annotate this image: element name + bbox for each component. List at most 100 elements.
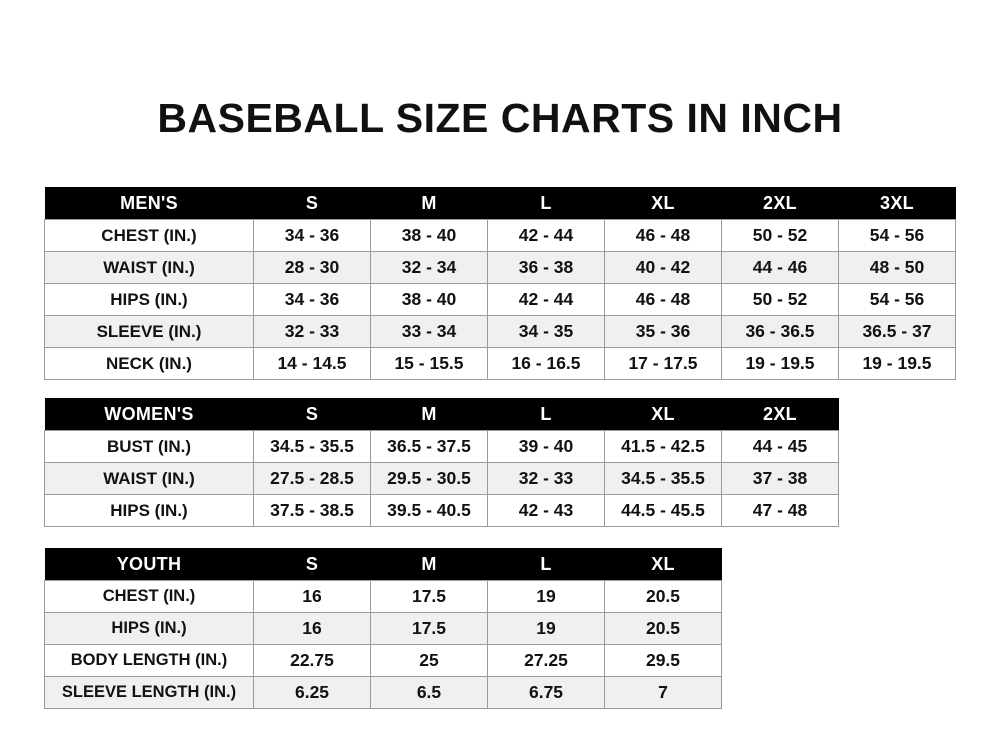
youth-measurement-cell: 19 (487, 612, 605, 645)
men-row-label: SLEEVE (IN.) (44, 315, 254, 348)
men-measurement-cell: 28 - 30 (253, 251, 371, 284)
men-measurement-cell: 38 - 40 (370, 219, 488, 252)
men-measurement-cell: 34 - 36 (253, 219, 371, 252)
men-size-header-l: L (487, 187, 605, 220)
youth-measurement-cell: 6.75 (487, 676, 605, 709)
men-measurement-cell: 50 - 52 (721, 283, 839, 316)
men-measurement-cell: 36 - 36.5 (721, 315, 839, 348)
youth-measurement-cell: 25 (370, 644, 488, 677)
table-row: HIPS (IN.) 37.5 - 38.5 39.5 - 40.5 42 - 43 4… (44, 494, 839, 527)
men-measurement-cell: 36 - 38 (487, 251, 605, 284)
mens-table-body: CHEST (IN.) 34 - 36 38 - 40 42 - 44 46 - 48 5… (44, 219, 956, 380)
men-measurement-cell: 50 - 52 (721, 219, 839, 252)
men-header-row: MEN'S S M L XL 2XL 3XL (44, 187, 956, 220)
youth-category-header: YOUTH (44, 548, 254, 581)
men-measurement-cell: 17 - 17.5 (604, 347, 722, 380)
womens-table-header: WOMEN'S S M L XL 2XL (44, 398, 839, 431)
youth-size-header-l: L (487, 548, 605, 581)
women-measurement-cell: 37 - 38 (721, 462, 839, 495)
mens-size-table: MEN'S S M L XL 2XL 3XL CHEST (IN.) 34 - 36 38 - … (44, 187, 956, 380)
women-row-label: BUST (IN.) (44, 430, 254, 463)
men-size-header-2xl: 2XL (721, 187, 839, 220)
womens-size-table: WOMEN'S S M L XL 2XL BUST (IN.) 34.5 - 35.5 36.… (44, 398, 839, 527)
men-measurement-cell: 42 - 44 (487, 283, 605, 316)
page-title: BASEBALL SIZE CHARTS IN INCH (157, 95, 843, 142)
men-measurement-cell: 34 - 35 (487, 315, 605, 348)
men-measurement-cell: 19 - 19.5 (721, 347, 839, 380)
men-measurement-cell: 19 - 19.5 (838, 347, 956, 380)
men-category-header: MEN'S (44, 187, 254, 220)
men-measurement-cell: 46 - 48 (604, 219, 722, 252)
men-row-label: HIPS (IN.) (44, 283, 254, 316)
men-row-label: NECK (IN.) (44, 347, 254, 380)
men-measurement-cell: 54 - 56 (838, 283, 956, 316)
youth-measurement-cell: 27.25 (487, 644, 605, 677)
men-size-header-3xl: 3XL (838, 187, 956, 220)
youth-measurement-cell: 22.75 (253, 644, 371, 677)
womens-table-body: BUST (IN.) 34.5 - 35.5 36.5 - 37.5 39 - 40 4… (44, 430, 839, 527)
women-size-header-l: L (487, 398, 605, 431)
youth-size-header-xl: XL (604, 548, 722, 581)
men-measurement-cell: 40 - 42 (604, 251, 722, 284)
women-measurement-cell: 32 - 33 (487, 462, 605, 495)
women-size-header-2xl: 2XL (721, 398, 839, 431)
women-measurement-cell: 34.5 - 35.5 (253, 430, 371, 463)
table-row: NECK (IN.) 14 - 14.5 15 - 15.5 16 - 16.5 17 … (44, 347, 956, 380)
youth-measurement-cell: 20.5 (604, 612, 722, 645)
youth-row-label: SLEEVE LENGTH (IN.) (44, 676, 254, 709)
men-measurement-cell: 33 - 34 (370, 315, 488, 348)
women-size-header-s: S (253, 398, 371, 431)
youth-table-body: CHEST (IN.) 16 17.5 19 20.5 HIPS (IN.) 16 17.5 1… (44, 580, 722, 709)
youth-measurement-cell: 19 (487, 580, 605, 613)
men-measurement-cell: 36.5 - 37 (838, 315, 956, 348)
women-row-label: WAIST (IN.) (44, 462, 254, 495)
men-measurement-cell: 54 - 56 (838, 219, 956, 252)
youth-measurement-cell: 6.25 (253, 676, 371, 709)
youth-measurement-cell: 6.5 (370, 676, 488, 709)
men-measurement-cell: 16 - 16.5 (487, 347, 605, 380)
youth-table-header: YOUTH S M L XL (44, 548, 722, 581)
women-measurement-cell: 29.5 - 30.5 (370, 462, 488, 495)
men-row-label: WAIST (IN.) (44, 251, 254, 284)
men-measurement-cell: 34 - 36 (253, 283, 371, 316)
men-measurement-cell: 32 - 33 (253, 315, 371, 348)
men-measurement-cell: 48 - 50 (838, 251, 956, 284)
youth-row-label: HIPS (IN.) (44, 612, 254, 645)
women-size-header-m: M (370, 398, 488, 431)
youth-header-row: YOUTH S M L XL (44, 548, 722, 581)
youth-measurement-cell: 17.5 (370, 580, 488, 613)
table-row: WAIST (IN.) 28 - 30 32 - 34 36 - 38 40 - 42 4… (44, 251, 956, 284)
men-measurement-cell: 35 - 36 (604, 315, 722, 348)
women-category-header: WOMEN'S (44, 398, 254, 431)
table-row: HIPS (IN.) 34 - 36 38 - 40 42 - 44 46 - 48 50… (44, 283, 956, 316)
youth-measurement-cell: 20.5 (604, 580, 722, 613)
women-measurement-cell: 44 - 45 (721, 430, 839, 463)
men-measurement-cell: 42 - 44 (487, 219, 605, 252)
men-measurement-cell: 44 - 46 (721, 251, 839, 284)
women-measurement-cell: 34.5 - 35.5 (604, 462, 722, 495)
women-measurement-cell: 44.5 - 45.5 (604, 494, 722, 527)
youth-measurement-cell: 16 (253, 580, 371, 613)
men-size-header-m: M (370, 187, 488, 220)
women-row-label: HIPS (IN.) (44, 494, 254, 527)
mens-table-header: MEN'S S M L XL 2XL 3XL (44, 187, 956, 220)
women-measurement-cell: 27.5 - 28.5 (253, 462, 371, 495)
women-measurement-cell: 42 - 43 (487, 494, 605, 527)
women-measurement-cell: 39 - 40 (487, 430, 605, 463)
men-size-header-s: S (253, 187, 371, 220)
men-measurement-cell: 32 - 34 (370, 251, 488, 284)
women-header-row: WOMEN'S S M L XL 2XL (44, 398, 839, 431)
table-row: BODY LENGTH (IN.) 22.75 25 27.25 29.5 (44, 644, 722, 677)
youth-row-label: BODY LENGTH (IN.) (44, 644, 254, 677)
women-measurement-cell: 47 - 48 (721, 494, 839, 527)
table-row: WAIST (IN.) 27.5 - 28.5 29.5 - 30.5 32 - 33… (44, 462, 839, 495)
women-measurement-cell: 41.5 - 42.5 (604, 430, 722, 463)
men-measurement-cell: 46 - 48 (604, 283, 722, 316)
youth-size-table: YOUTH S M L XL CHEST (IN.) 16 17.5 19 20.5 HIPS (… (44, 548, 722, 709)
youth-measurement-cell: 17.5 (370, 612, 488, 645)
men-row-label: CHEST (IN.) (44, 219, 254, 252)
youth-measurement-cell: 29.5 (604, 644, 722, 677)
men-measurement-cell: 14 - 14.5 (253, 347, 371, 380)
youth-measurement-cell: 7 (604, 676, 722, 709)
table-row: BUST (IN.) 34.5 - 35.5 36.5 - 37.5 39 - 40 4… (44, 430, 839, 463)
